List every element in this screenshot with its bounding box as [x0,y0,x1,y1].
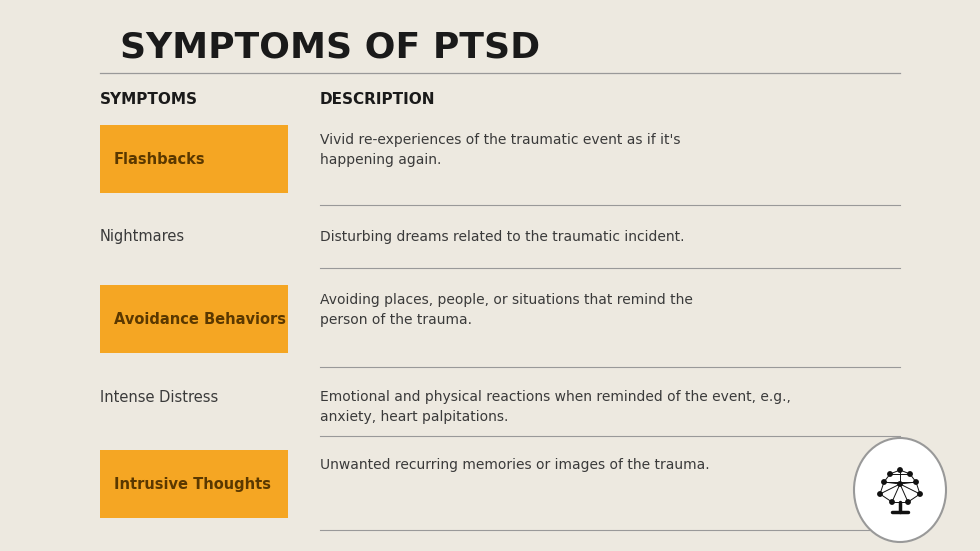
Text: Vivid re-experiences of the traumatic event as if it's
happening again.: Vivid re-experiences of the traumatic ev… [320,133,680,167]
Circle shape [882,480,886,484]
FancyBboxPatch shape [100,450,288,518]
Text: Unwanted recurring memories or images of the trauma.: Unwanted recurring memories or images of… [320,458,710,472]
Circle shape [888,472,892,476]
Ellipse shape [854,438,946,542]
Text: Avoiding places, people, or situations that remind the
person of the trauma.: Avoiding places, people, or situations t… [320,293,693,327]
FancyBboxPatch shape [100,125,288,193]
Circle shape [906,500,910,504]
Text: Emotional and physical reactions when reminded of the event, e.g.,
anxiety, hear: Emotional and physical reactions when re… [320,390,791,424]
Circle shape [890,500,894,504]
FancyBboxPatch shape [100,285,288,353]
Circle shape [907,472,912,476]
Text: Nightmares: Nightmares [100,230,185,245]
Text: Intense Distress: Intense Distress [100,390,219,404]
Text: SYMPTOMS OF PTSD: SYMPTOMS OF PTSD [120,31,540,65]
Text: Flashbacks: Flashbacks [114,152,206,166]
Circle shape [898,468,903,472]
Text: Intrusive Thoughts: Intrusive Thoughts [114,477,271,491]
Text: Avoidance Behaviors: Avoidance Behaviors [114,311,286,327]
Circle shape [913,480,918,484]
Text: DESCRIPTION: DESCRIPTION [320,93,435,107]
Text: SYMPTOMS: SYMPTOMS [100,93,198,107]
Circle shape [898,482,903,486]
Text: Disturbing dreams related to the traumatic incident.: Disturbing dreams related to the traumat… [320,230,684,244]
Circle shape [878,492,882,496]
Circle shape [918,492,922,496]
